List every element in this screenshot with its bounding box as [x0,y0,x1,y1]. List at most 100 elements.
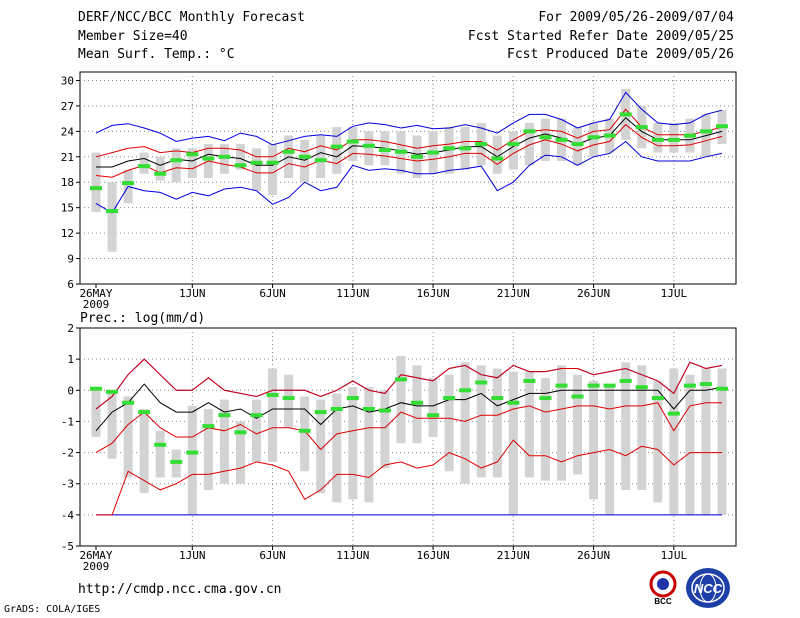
y-tick-label: 24 [61,125,75,138]
median-marker [346,396,359,401]
box-range [316,135,326,178]
box-range [556,365,566,481]
box-range [235,421,245,484]
variable-temp-label: Mean Surf. Temp.: °C [78,47,235,62]
box-range [219,144,229,174]
median-marker [603,133,616,138]
median-marker [427,150,440,155]
median-marker [122,400,135,405]
median-marker [250,160,263,165]
median-marker [427,413,440,418]
y-tick-label: 2 [67,322,74,335]
median-marker [330,406,343,411]
median-marker [170,158,183,163]
median-marker [282,396,295,401]
box-range [669,368,679,515]
box-range [171,148,181,183]
median-marker [298,154,311,159]
panel-frame [79,71,737,285]
box-range [364,387,374,503]
median-marker [587,383,600,388]
box-range [155,156,165,181]
median-marker [202,424,215,429]
y-tick-label: 15 [61,202,74,215]
median-marker [699,129,712,134]
median-marker [523,129,536,134]
upper-spread-line [95,108,723,158]
box-range [605,387,615,515]
x-tick-label: 26MAY [79,287,112,300]
median-marker [475,380,488,385]
box-range [284,374,294,428]
median-marker [378,408,391,413]
median-marker [378,148,391,153]
box-range [252,148,262,191]
box-range [139,408,149,494]
median-marker [539,135,552,140]
box-range [573,127,583,166]
box-range [637,365,647,490]
median-marker [603,383,616,388]
median-marker [234,163,247,168]
started-refer-date: Fcst Started Refer Date 2009/05/25 [467,29,734,44]
median-marker [362,143,375,148]
lower-bound-line [96,439,722,516]
median-marker [619,112,632,117]
median-marker [683,133,696,138]
member-size: Member Size=40 [78,29,188,44]
median-marker [635,125,648,130]
bcc-logo-text: BCC [654,597,672,606]
x-tick-label: 1JUL [661,287,688,300]
median-marker [394,377,407,382]
box-range [380,390,390,469]
lower-spread-line [95,123,723,178]
min-envelope-line [95,140,723,214]
median-marker [555,137,568,142]
median-marker [186,152,199,157]
median-marker [122,181,135,186]
box-range [268,368,278,462]
median-marker [106,389,119,394]
median-marker [651,396,664,401]
box-range [123,396,133,478]
x-tick-year: 2009 [83,560,110,573]
box-range [91,152,101,212]
ncc-logo: NCC [686,568,730,608]
source-url[interactable]: http://cmdp.ncc.cma.gov.cn [78,582,282,597]
grads-credit: GrADS: COLA/IGES [4,604,101,615]
box-range [701,368,711,515]
box-range [653,122,663,153]
median-marker [475,142,488,147]
x-tick-label: 1JUN [179,549,206,562]
box-range [91,390,101,437]
x-tick-label: 21JUN [497,287,530,300]
median-marker [491,156,504,161]
box-range [107,182,117,252]
box-range [252,399,262,462]
y-tick-label: -3 [61,478,74,491]
y-tick-label: -5 [61,540,74,553]
box-range [428,377,438,437]
box-range [492,135,502,174]
box-range [300,139,310,183]
median-marker [571,394,584,399]
median-marker [186,450,199,455]
median-marker [619,378,632,383]
box-range [444,374,454,472]
x-tick-label: 11JUN [336,287,369,300]
box-range [268,144,278,195]
x-tick-label: 1JUN [179,287,206,300]
produced-date: Fcst Produced Date 2009/05/26 [507,47,734,62]
median-marker [683,383,696,388]
box-range [460,362,470,484]
median-marker [154,442,167,447]
median-marker [459,388,472,393]
y-tick-label: 12 [61,227,74,240]
y-tick-label: 0 [67,384,74,397]
box-range [621,362,631,490]
y-tick-label: -4 [61,509,75,522]
box-range [332,393,342,503]
median-marker [443,146,456,151]
median-marker [411,154,424,159]
